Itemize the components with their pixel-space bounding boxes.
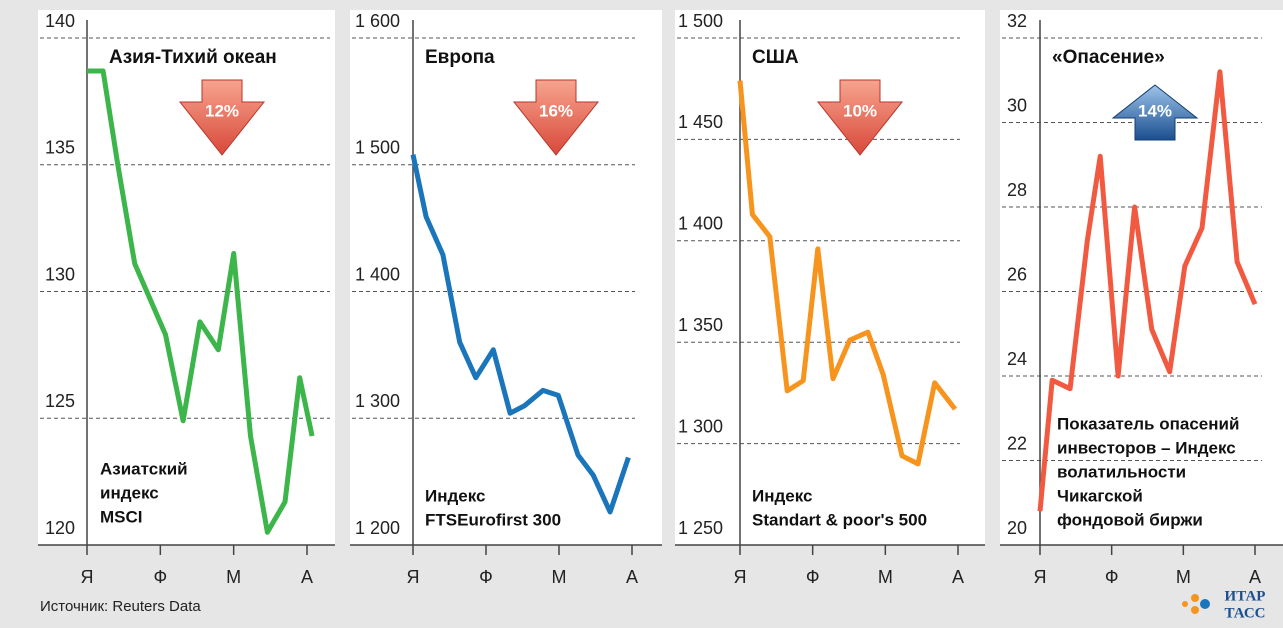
logo: ИТАР ТАСС: [1182, 588, 1266, 621]
y-tick-label: 135: [45, 138, 75, 158]
x-tick-label: Ф: [806, 567, 820, 587]
x-tick-label: М: [1176, 567, 1191, 587]
x-tick-label: Я: [407, 567, 420, 587]
note: Индекс: [752, 486, 812, 505]
y-tick-label: 130: [45, 264, 75, 284]
x-tick-label: Я: [734, 567, 747, 587]
y-tick-label: 1 500: [355, 138, 400, 158]
x-tick-label: А: [626, 567, 638, 587]
panel-title: «Опасение»: [1052, 47, 1165, 68]
badge-arrow: [816, 79, 904, 156]
panel-background: [350, 10, 662, 545]
badge-arrow: [1111, 84, 1199, 141]
y-tick-label: 30: [1007, 95, 1027, 115]
y-tick-label: 1 300: [355, 391, 400, 411]
panel: 120 125 130 135 140 Я Ф М А Азия-Тихий океан 12% Аз…: [38, 10, 335, 587]
y-tick-label: 1 450: [678, 112, 723, 132]
note: Индекс: [425, 486, 485, 505]
data-line: [1037, 69, 1258, 512]
x-tick-label: Я: [81, 567, 94, 587]
panel: 1 200 1 300 1 400 1 500 1 600 Я Ф М А Европа 16% Ин…: [350, 10, 662, 587]
data-line: [737, 80, 958, 467]
panel-title: США: [752, 47, 799, 68]
note: FTSEurofirst 300: [425, 510, 561, 529]
badge-label: 16%: [539, 101, 573, 120]
y-tick-label: 20: [1007, 518, 1027, 538]
x-tick-label: А: [301, 567, 313, 587]
source: Источник: Reuters Data: [40, 598, 201, 615]
data-line: [87, 68, 315, 535]
note: инвесторов – Индекс: [1057, 438, 1236, 457]
x-tick-label: М: [878, 567, 893, 587]
note: фондовой биржи: [1057, 510, 1203, 529]
y-tick-label: 24: [1007, 349, 1027, 369]
x-tick-label: М: [552, 567, 567, 587]
note: Standart & poor's 500: [752, 510, 927, 529]
y-tick-label: 140: [45, 11, 75, 31]
x-tick-label: А: [1249, 567, 1261, 587]
logo-text: ТАСС: [1224, 605, 1265, 621]
logo-text: ИТАР: [1225, 588, 1266, 604]
x-tick-label: Ф: [1105, 567, 1119, 587]
y-tick-label: 1 200: [355, 518, 400, 538]
x-tick-label: Ф: [479, 567, 493, 587]
panel-title: Азия-Тихий океан: [109, 47, 277, 68]
y-tick-label: 26: [1007, 264, 1027, 284]
y-tick-label: 28: [1007, 180, 1027, 200]
badge-label: 14%: [1138, 101, 1172, 120]
x-tick-label: М: [226, 567, 241, 587]
panel: 20 22 24 26 28 30 32 Я Ф М А «Опасение» 14% Показател…: [1000, 10, 1283, 587]
x-tick-label: Я: [1034, 567, 1047, 587]
y-tick-label: 32: [1007, 11, 1027, 31]
y-tick-label: 1 500: [678, 11, 723, 31]
y-tick-label: 22: [1007, 433, 1027, 453]
panel-title: Европа: [425, 47, 495, 68]
note: индекс: [100, 483, 159, 502]
badge-arrow: [512, 79, 600, 156]
badge-arrow: [178, 79, 266, 156]
note: MSCI: [100, 507, 143, 526]
panel-background: [675, 10, 985, 545]
y-tick-label: 1 600: [355, 11, 400, 31]
panel: 1 250 1 300 1 350 1 400 1 450 1 500 Я Ф М А США 10%…: [675, 10, 985, 587]
y-tick-label: 120: [45, 518, 75, 538]
data-line: [410, 154, 631, 515]
x-tick-label: Ф: [153, 567, 167, 587]
note: Азиатский: [100, 459, 188, 478]
y-tick-label: 1 350: [678, 315, 723, 335]
badge-label: 10%: [843, 101, 877, 120]
badge-label: 12%: [205, 101, 239, 120]
note: волатильности: [1057, 462, 1186, 481]
y-tick-label: 1 300: [678, 416, 723, 436]
y-tick-label: 1 250: [678, 518, 723, 538]
y-tick-label: 1 400: [355, 264, 400, 284]
y-tick-label: 125: [45, 391, 75, 411]
note: Чикагской: [1057, 486, 1143, 505]
note: Показатель опасений: [1057, 414, 1239, 433]
x-tick-label: А: [952, 567, 964, 587]
y-tick-label: 1 400: [678, 214, 723, 234]
